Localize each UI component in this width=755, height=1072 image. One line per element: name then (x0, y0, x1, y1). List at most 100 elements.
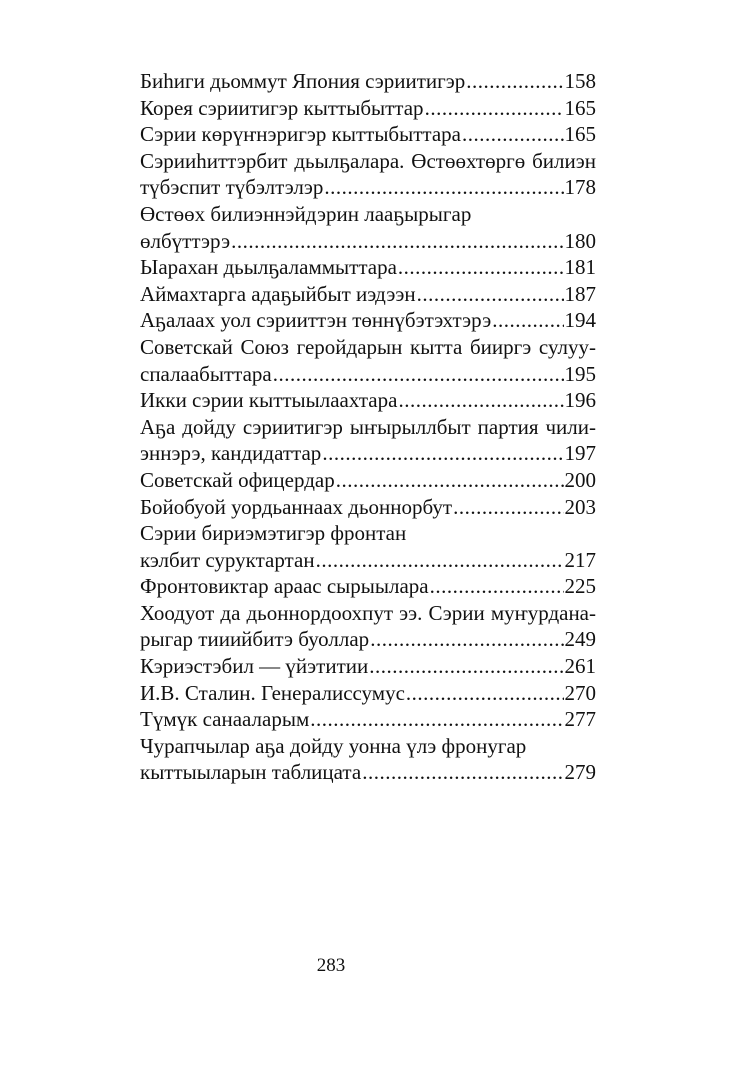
toc-entry-final-line: Кэриэстэбил — үйэтитии 261 (140, 653, 596, 680)
toc-entry-final-line: спалаабыттара 195 (140, 361, 596, 388)
toc-entry: Советскай офицердар 200 (140, 467, 596, 494)
toc-entry-title: Аҕалаах уол сэрииттэн төннүбэтэхтэрэ (140, 308, 492, 333)
toc-entry: Ыарахан дьылҕаламмыттара 181 (140, 254, 596, 281)
dot-leader (465, 68, 563, 95)
toc-entry-title-line: Хоодуот да дьоннордоохпут ээ. Сэрии муҥу… (140, 600, 596, 625)
toc-entry-title: Сэрии көрүҥнэригэр кыттыбыттара (140, 122, 461, 147)
dot-leader (335, 467, 564, 494)
toc-entry-page: 196 (564, 388, 597, 413)
toc-entry-title: Ыарахан дьылҕаламмыттара (140, 255, 397, 280)
toc-entry-final-line: түбэспит түбэлтэлэр 178 (140, 174, 596, 201)
toc-entry: Биhиги дьоммут Япония сэриитигэр 158 (140, 68, 596, 95)
dot-leader (491, 307, 563, 334)
toc-entry-final-line: И.В. Сталин. Генералиссумус 270 (140, 680, 596, 707)
dot-leader (452, 494, 563, 521)
toc-entry: Икки сэрии кыттыылаахтара 196 (140, 387, 596, 414)
toc-entry-page: 277 (564, 707, 597, 732)
table-of-contents: Биhиги дьоммут Япония сэриитигэр158Корея… (140, 68, 596, 786)
toc-entry: И.В. Сталин. Генералиссумус 270 (140, 680, 596, 707)
toc-entry-page: 194 (564, 308, 597, 333)
toc-entry-final-line: Аймахтарга адаҕыйбыт иэдээн 187 (140, 281, 596, 308)
toc-entry-page: 279 (564, 760, 597, 785)
toc-entry-page: 200 (564, 467, 597, 492)
dot-leader (230, 228, 563, 255)
toc-entry-title: И.В. Сталин. Генералиссумус (140, 680, 405, 705)
dot-leader (361, 759, 563, 786)
toc-entry-page: 203 (564, 494, 597, 519)
dot-leader (321, 440, 563, 467)
dot-leader (397, 387, 563, 414)
toc-entry-title-line: Советскай Союз геройдарын кытта бииргэ с… (140, 334, 596, 359)
toc-entry-title-line: Аҕа дойду сэриитигэр ыҥырыллбыт партия ч… (140, 414, 596, 439)
toc-entry-title: Түмүк санааларым (140, 707, 310, 732)
toc-entry: Сэрии көрүҥнэригэр кыттыбыттара 165 (140, 121, 596, 148)
toc-entry: Аҕалаах уол сэрииттэн төннүбэтэхтэрэ 194 (140, 307, 596, 334)
toc-entry-final-line: Биhиги дьоммут Япония сэриитигэр 158 (140, 68, 596, 95)
toc-entry-page: 181 (564, 255, 597, 280)
toc-entry-final-line: Бойобуой уордьаннаах дьоннорбут 203 (140, 494, 596, 521)
dot-leader (272, 361, 564, 388)
toc-entry-title: Кэриэстэбил — үйэтитии (140, 654, 369, 679)
toc-entry-final-line: Ыарахан дьылҕаламмыттара 181 (140, 254, 596, 281)
dot-leader (368, 653, 563, 680)
toc-entry-title: Корея сэриитигэр кыттыбыттар (140, 95, 424, 120)
dot-leader (461, 121, 564, 148)
page-number: 283 (316, 955, 346, 976)
toc-entry: Советскай Союз геройдарын кытта бииргэ с… (140, 334, 596, 387)
toc-entry-title-line: Сэрии бириэмэтигэр фронтан (140, 521, 407, 546)
toc-entry-title: Советскай офицердар (140, 467, 335, 492)
toc-entry-title: Фронтовиктар араас сырыылара (140, 574, 429, 599)
toc-entry: Сэрииhиттэрбит дьылҕалара. Өстөөхтөргө б… (140, 148, 596, 201)
toc-entry-final-line: Сэрии көрүҥнэригэр кыттыбыттара 165 (140, 121, 596, 148)
dot-leader (416, 281, 564, 308)
toc-entry-title: Бойобуой уордьаннаах дьоннорбут (140, 494, 453, 519)
toc-entry-page: 158 (564, 69, 597, 93)
toc-entry-final-line: кэлбит суруктартан 217 (140, 547, 596, 574)
toc-entry-title: Аймахтарга адаҕыйбыт иэдээн (140, 281, 416, 306)
toc-entry-page: 178 (564, 175, 597, 200)
toc-entry-page: 261 (564, 654, 597, 679)
toc-entry-title-line: Өстөөх билиэннэйдэрин лааҕырыгар (140, 201, 472, 226)
toc-entry-page: 217 (564, 547, 597, 572)
toc-entry-final-line: Икки сэрии кыттыылаахтара 196 (140, 387, 596, 414)
toc-entry-final-line: Советскай офицердар 200 (140, 467, 596, 494)
dot-leader (405, 680, 564, 707)
toc-entry-title-line: Чурапчылар аҕа дойду уонна үлэ фронугар (140, 733, 527, 758)
toc-entry-title: рыгар тииийбитэ буоллар (140, 627, 370, 652)
dot-leader (429, 573, 564, 600)
toc-entry-title: түбэспит түбэлтэлэр (140, 175, 324, 200)
toc-entry-title: Икки сэрии кыттыылаахтара (140, 388, 398, 413)
toc-entry-title: спалаабыттара (140, 361, 272, 386)
dot-leader (397, 254, 564, 281)
toc-entry-title: Биhиги дьоммут Япония сэриитигэр (140, 69, 466, 93)
toc-entry-title: эннэрэ, кандидаттар (140, 441, 322, 466)
dot-leader (323, 174, 563, 201)
toc-entry: Сэрии бириэмэтигэр фронтан кэлбит сурукта… (140, 520, 596, 573)
toc-entry: Түмүк санааларым 277 (140, 706, 596, 733)
toc-entry-final-line: рыгар тииийбитэ буоллар 249 (140, 626, 596, 653)
dot-leader (424, 95, 564, 122)
toc-entry-final-line: эннэрэ, кандидаттар 197 (140, 440, 596, 467)
toc-entry-page: 249 (564, 627, 597, 652)
toc-entry: Кэриэстэбил — үйэтитии 261 (140, 653, 596, 680)
toc-entry: Бойобуой уордьаннаах дьоннорбут 203 (140, 494, 596, 521)
toc-entry: Аҕа дойду сэриитигэр ыҥырыллбыт партия ч… (140, 414, 596, 467)
toc-entry-page: 180 (564, 228, 597, 253)
toc-entry-page: 225 (564, 574, 597, 599)
dot-leader (369, 626, 563, 653)
dot-leader (309, 706, 563, 733)
toc-entry-title: кэлбит суруктартан (140, 547, 315, 572)
toc-entry-final-line: өлбүттэрэ 180 (140, 228, 596, 255)
toc-entry-final-line: Аҕалаах уол сэрииттэн төннүбэтэхтэрэ 194 (140, 307, 596, 334)
toc-entry: Өстөөх билиэннэйдэрин лааҕырыгар өлбүттэр… (140, 201, 596, 254)
toc-entry-page: 187 (564, 281, 597, 306)
dot-leader (315, 547, 564, 574)
toc-entry-page: 195 (564, 361, 597, 386)
toc-entry: Корея сэриитигэр кыттыбыттар 165 (140, 95, 596, 122)
toc-entry-final-line: Корея сэриитигэр кыттыбыттар 165 (140, 95, 596, 122)
toc-entry-page: 165 (564, 122, 597, 147)
toc-entry-final-line: кыттыыларын таблицата 279 (140, 759, 596, 786)
toc-entry: Аймахтарга адаҕыйбыт иэдээн 187 (140, 281, 596, 308)
toc-entry-final-line: Түмүк санааларым 277 (140, 706, 596, 733)
toc-entry: Фронтовиктар араас сырыылара 225 (140, 573, 596, 600)
